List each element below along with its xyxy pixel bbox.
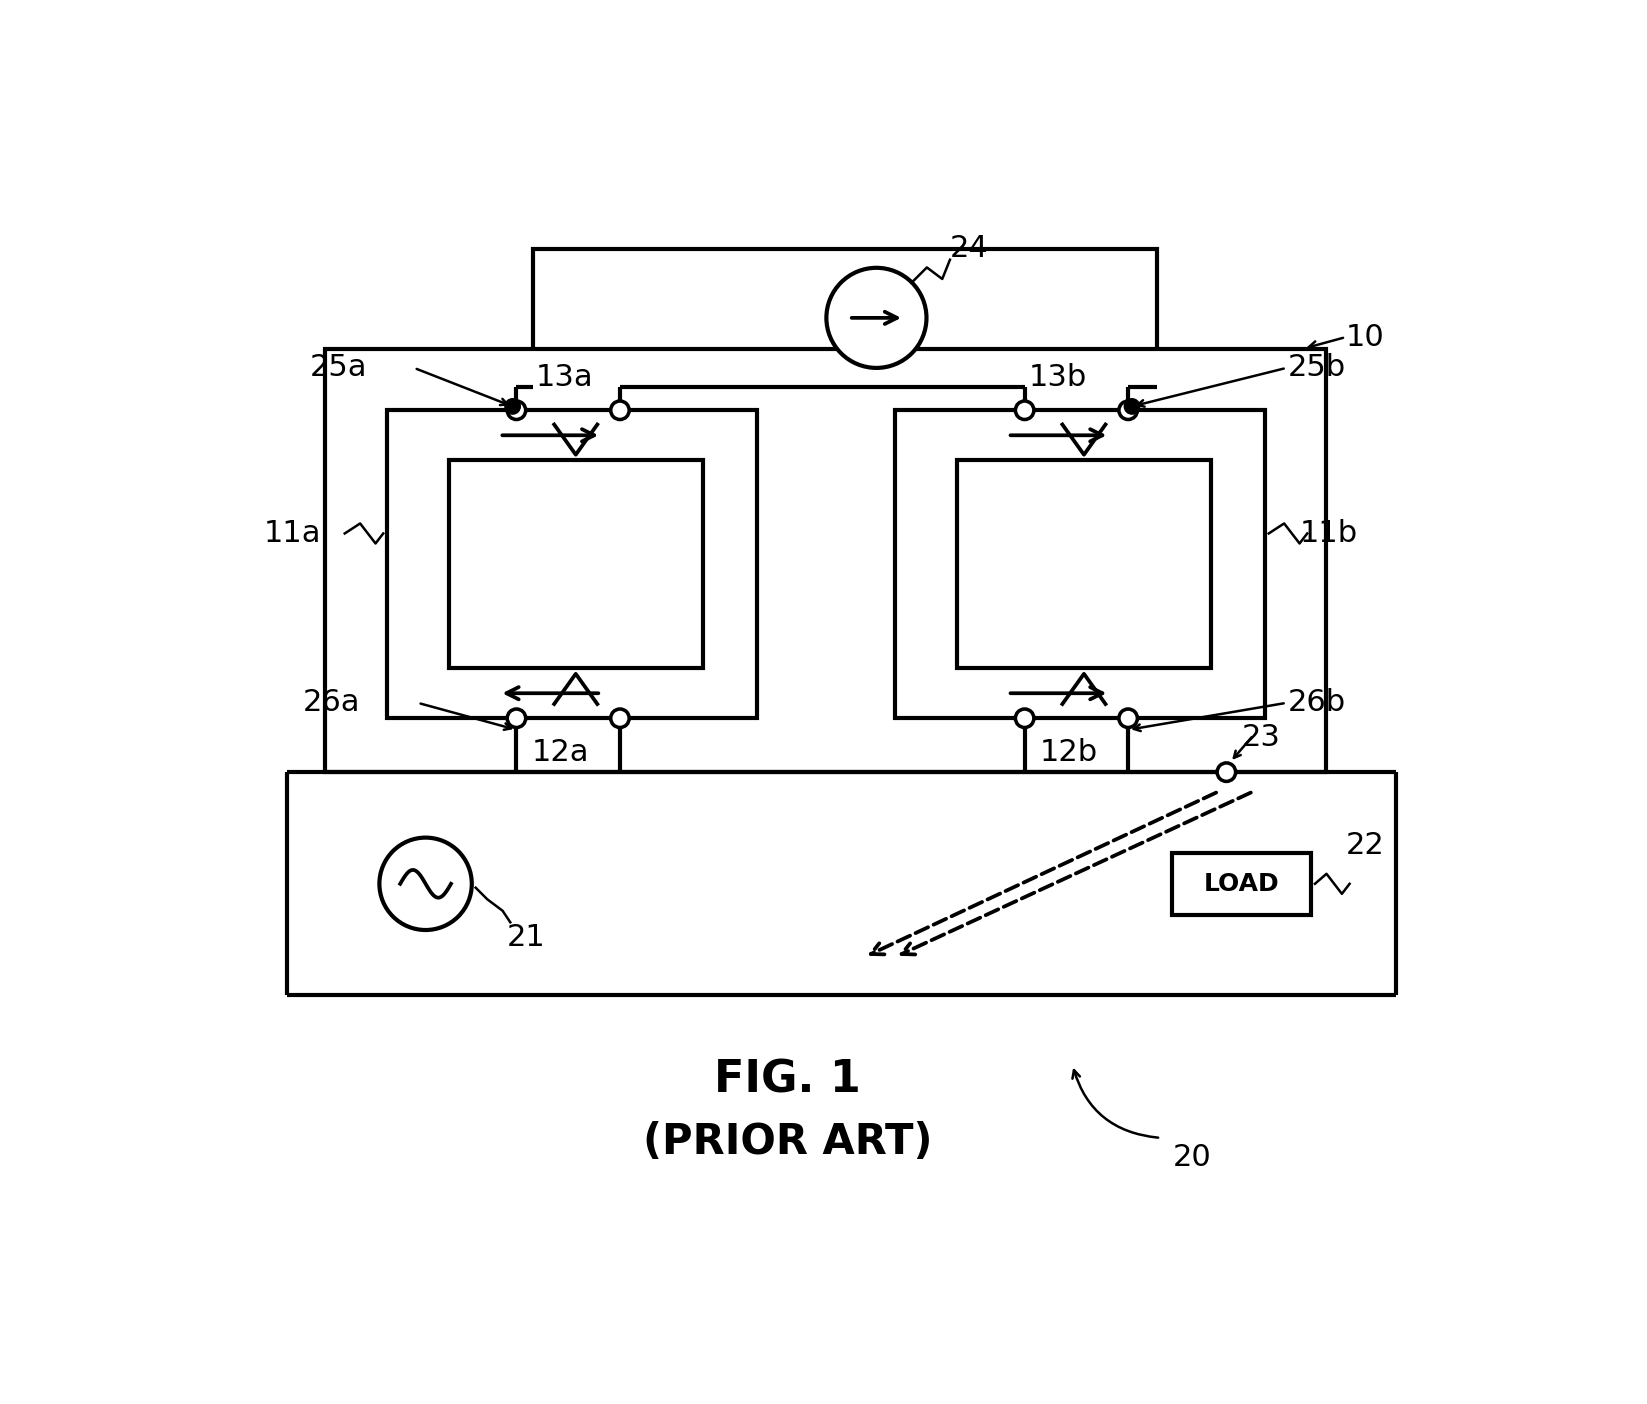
Circle shape [507,709,525,727]
Circle shape [506,399,520,414]
Text: LOAD: LOAD [1204,872,1280,896]
Bar [326,348,1326,772]
Text: 26a: 26a [303,688,361,717]
Text: 26b: 26b [1288,688,1346,717]
Bar [534,249,1158,388]
Text: 12a: 12a [532,739,590,768]
Bar [387,410,756,719]
Circle shape [379,838,471,929]
Text: (PRIOR ART): (PRIOR ART) [642,1120,932,1163]
Text: FIG. 1: FIG. 1 [715,1059,861,1102]
Circle shape [611,402,629,420]
Text: 10: 10 [1346,323,1385,351]
Bar [448,461,703,668]
Text: 13b: 13b [1028,364,1087,393]
Text: 20: 20 [1173,1143,1211,1172]
Text: 13a: 13a [535,364,593,393]
Circle shape [1118,709,1138,727]
Circle shape [507,402,525,420]
Text: 21: 21 [506,924,545,952]
Text: 25a: 25a [310,354,367,382]
Text: 23: 23 [1242,723,1281,753]
Circle shape [611,709,629,727]
Text: 25b: 25b [1288,354,1346,382]
Text: 24: 24 [950,234,988,263]
Circle shape [1016,402,1034,420]
Text: 11b: 11b [1299,519,1357,548]
Bar [1173,854,1311,914]
Circle shape [1118,402,1138,420]
Circle shape [827,268,927,368]
Circle shape [1125,399,1140,414]
Text: 12b: 12b [1039,739,1099,768]
Circle shape [1217,762,1235,782]
FancyArrowPatch shape [1072,1070,1158,1137]
Bar [957,461,1211,668]
Text: 22: 22 [1346,831,1385,859]
Bar [896,410,1265,719]
Circle shape [1016,709,1034,727]
Text: 11a: 11a [264,519,321,548]
